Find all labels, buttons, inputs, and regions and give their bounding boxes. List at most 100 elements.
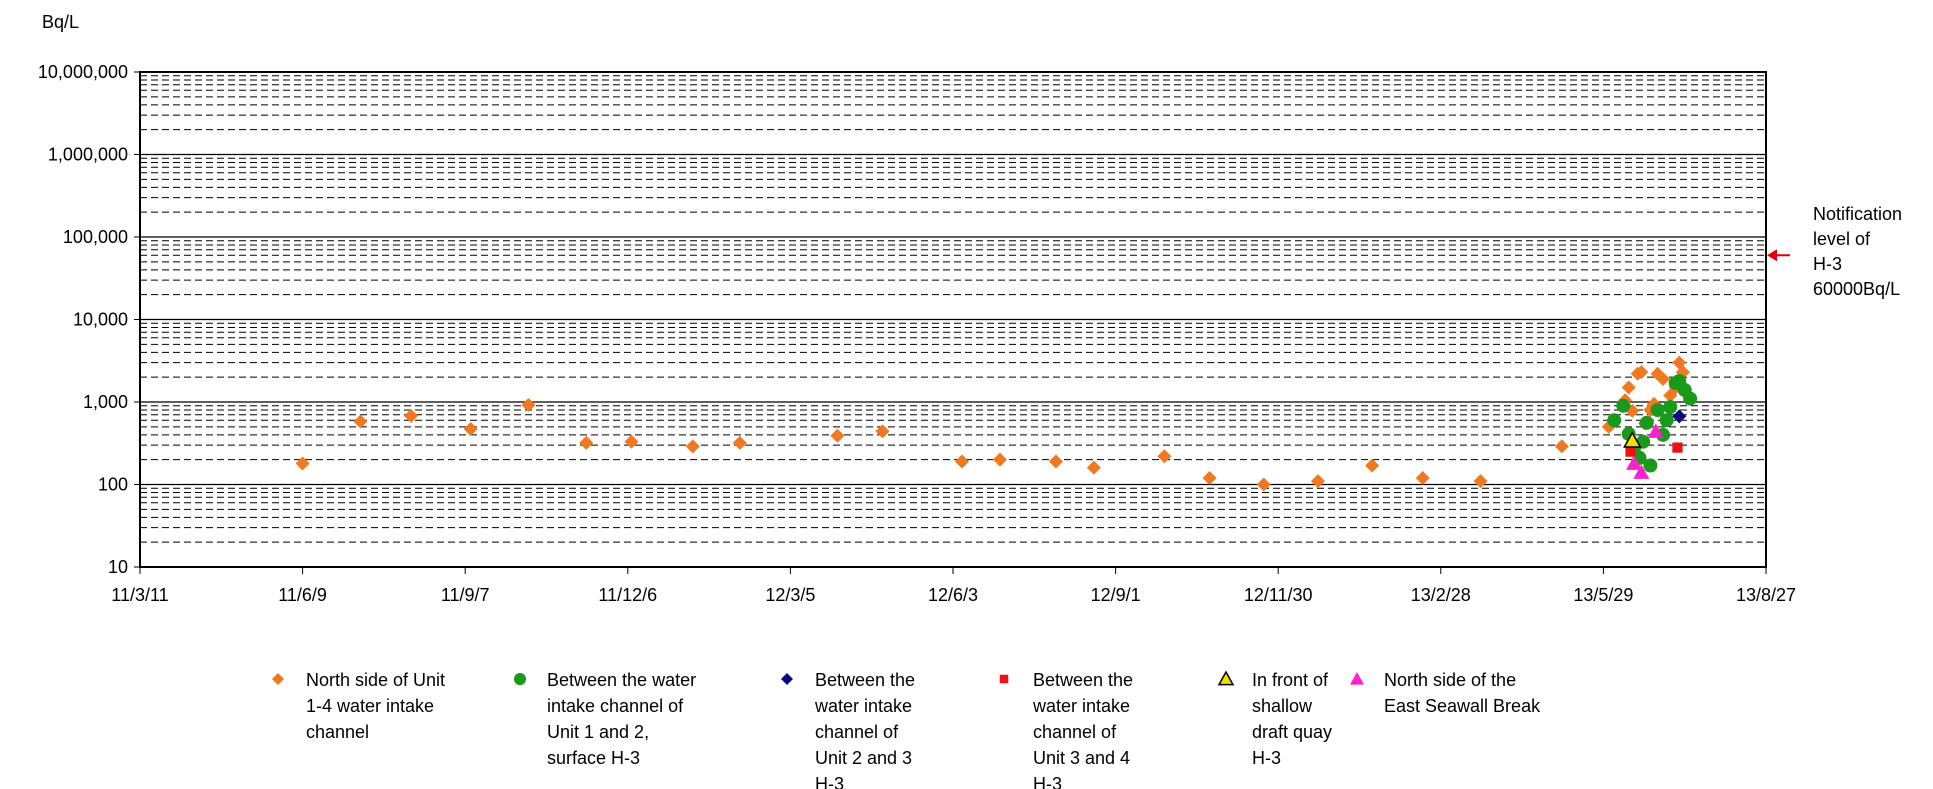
legend-label: East Seawall Break: [1384, 696, 1541, 716]
x-tick-label: 13/2/28: [1411, 585, 1471, 605]
y-tick-label: 10,000: [73, 310, 128, 330]
axes: 10 100 1,000 10,000 100,000 1,000,000 10,000,0…: [38, 12, 1796, 605]
data-point: [875, 424, 890, 439]
data-point: [1415, 470, 1430, 485]
x-tick-label: 11/12/6: [598, 585, 657, 605]
legend-label: intake channel of: [547, 696, 684, 716]
data-point: [353, 414, 368, 429]
notification-label: 60000Bq/L: [1813, 279, 1900, 299]
data-point: [521, 397, 536, 412]
data-point: [830, 428, 845, 443]
data-point: [1048, 454, 1063, 469]
data-point: [1621, 380, 1636, 395]
x-tick-label: 11/6/9: [278, 585, 327, 605]
data-point: [1623, 431, 1642, 448]
data-point: [685, 439, 700, 454]
data-point: [1625, 446, 1636, 457]
data-point: [295, 456, 310, 471]
notification-arrow-head: [1767, 249, 1777, 262]
data-point: [1650, 402, 1665, 417]
x-tick-label: 12/11/30: [1244, 585, 1313, 605]
legend-label: North side of the: [1384, 670, 1516, 690]
data-point: [1473, 474, 1488, 489]
data-point: [955, 454, 970, 469]
y-tick-label: 100: [98, 475, 128, 495]
data-points: [295, 355, 1698, 492]
data-point: [404, 408, 418, 423]
legend-label: H-3: [1033, 774, 1062, 789]
data-point: [1616, 398, 1631, 413]
data-point: [1256, 477, 1271, 492]
legend-label: Between the: [1033, 670, 1133, 690]
legend-marker: [999, 674, 1009, 684]
x-tick-label: 13/8/27: [1736, 585, 1796, 605]
x-tick-label: 11/9/7: [441, 585, 490, 605]
legend-label: Between the water: [547, 670, 696, 690]
notification-label: H-3: [1813, 254, 1842, 274]
y-tick-label: 100,000: [63, 227, 128, 247]
data-point: [1656, 372, 1671, 387]
legend: North side of Unit 1-4 water intake channe…: [272, 670, 1541, 789]
data-point: [992, 452, 1007, 467]
x-tick-label: 11/3/11: [111, 585, 168, 605]
data-point: [1626, 455, 1643, 470]
legend-label: channel of: [815, 722, 899, 742]
y-tick-label: 10: [108, 557, 128, 577]
legend-label: water intake: [814, 696, 912, 716]
x-tick-label: 12/9/1: [1091, 585, 1141, 605]
data-point: [579, 435, 594, 450]
notification-label: Notification: [1813, 204, 1902, 224]
y-tick-label: 1,000: [83, 392, 128, 412]
data-point: [1157, 449, 1172, 464]
data-point: [1647, 423, 1664, 438]
legend-label: draft quay: [1252, 722, 1332, 742]
data-point: [624, 434, 639, 449]
data-point: [1683, 391, 1698, 406]
legend-marker: [1350, 672, 1364, 685]
legend-marker: [514, 673, 526, 685]
legend-marker: [781, 673, 793, 685]
legend-label: channel: [306, 722, 369, 742]
data-point: [1086, 460, 1101, 475]
data-point: [1663, 399, 1678, 414]
data-point: [1202, 470, 1217, 485]
legend-label: North side of Unit: [306, 670, 445, 690]
legend-label: Unit 3 and 4: [1033, 748, 1130, 768]
legend-label: water intake: [1032, 696, 1130, 716]
legend-label: channel of: [1033, 722, 1117, 742]
data-point: [1672, 409, 1687, 424]
data-point: [732, 435, 747, 450]
data-point: [1365, 458, 1380, 473]
data-point: [1554, 439, 1569, 454]
x-tick-label: 12/3/5: [765, 585, 815, 605]
data-point: [1643, 458, 1658, 473]
legend-label: shallow: [1252, 696, 1313, 716]
legend-label: surface H-3: [547, 748, 640, 768]
legend-label: 1-4 water intake: [306, 696, 434, 716]
legend-label: Between the: [815, 670, 915, 690]
data-point: [1672, 442, 1683, 453]
legend-marker: [272, 673, 284, 685]
legend-label: H-3: [1252, 748, 1281, 768]
data-point: [1659, 413, 1674, 428]
legend-label: H-3: [815, 774, 844, 789]
notification-label: level of: [1813, 229, 1871, 249]
legend-label: In front of: [1252, 670, 1329, 690]
y-tick-label: 10,000,000: [38, 62, 128, 82]
data-point: [1633, 464, 1650, 479]
grid: [140, 75, 1766, 543]
legend-label: Unit 2 and 3: [815, 748, 912, 768]
legend-label: Unit 1 and 2,: [547, 722, 649, 742]
x-tick-label: 12/6/3: [928, 585, 978, 605]
data-point: [463, 422, 478, 437]
data-point: [1607, 413, 1622, 428]
y-axis-unit-label: Bq/L: [42, 12, 79, 32]
data-point: [1639, 415, 1654, 430]
notification-annotation: Notification level of H-3 60000Bq/L: [1767, 204, 1902, 299]
data-point: [1310, 474, 1325, 489]
data-point: [1634, 365, 1649, 380]
x-tick-label: 13/5/29: [1573, 585, 1633, 605]
y-tick-label: 1,000,000: [48, 145, 128, 165]
legend-marker: [1217, 670, 1235, 686]
